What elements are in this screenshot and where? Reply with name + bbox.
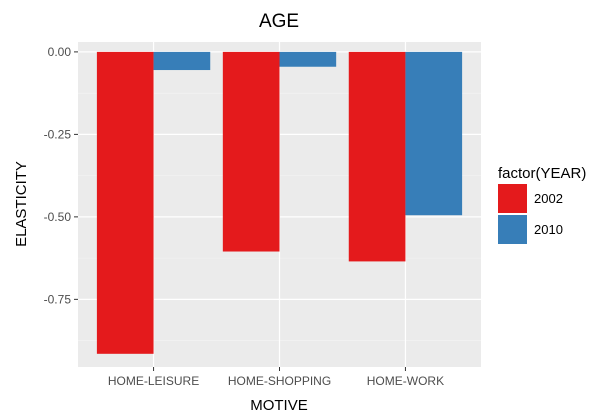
bars <box>96 51 463 354</box>
legend-key-2010 <box>498 215 527 244</box>
bar-2010-home-shopping <box>279 51 337 67</box>
legend-items: 2002 2010 <box>498 184 563 244</box>
bar-2010-home-leisure <box>153 51 211 71</box>
bar-2010-home-work <box>405 51 463 216</box>
bar-2002-home-leisure <box>96 51 154 354</box>
x-axis: HOME-LEISURE HOME-SHOPPING HOME-WORK <box>108 367 444 388</box>
bar-2002-home-shopping <box>222 51 280 252</box>
x-tick-label: HOME-SHOPPING <box>228 374 331 388</box>
x-tick-label: HOME-LEISURE <box>108 374 199 388</box>
legend-key-2002 <box>498 184 527 213</box>
bar-2002-home-work <box>348 51 406 262</box>
y-tick-label: -0.75 <box>44 292 72 306</box>
legend: factor(YEAR) 2002 2010 <box>498 165 586 244</box>
legend-label-2010: 2010 <box>534 222 563 237</box>
y-tick-label: -0.25 <box>44 127 72 141</box>
y-tick-label: -0.50 <box>44 210 72 224</box>
legend-title: factor(YEAR) <box>498 165 586 182</box>
x-tick-label: HOME-WORK <box>367 374 444 388</box>
y-tick-label: 0.00 <box>48 45 72 59</box>
y-axis-title: ELASTICITY <box>13 161 30 247</box>
y-axis: 0.00 -0.25 -0.50 -0.75 <box>44 45 78 306</box>
legend-label-2002: 2002 <box>534 191 563 206</box>
x-axis-title: MOTIVE <box>250 397 308 414</box>
chart-title: AGE <box>259 11 299 32</box>
